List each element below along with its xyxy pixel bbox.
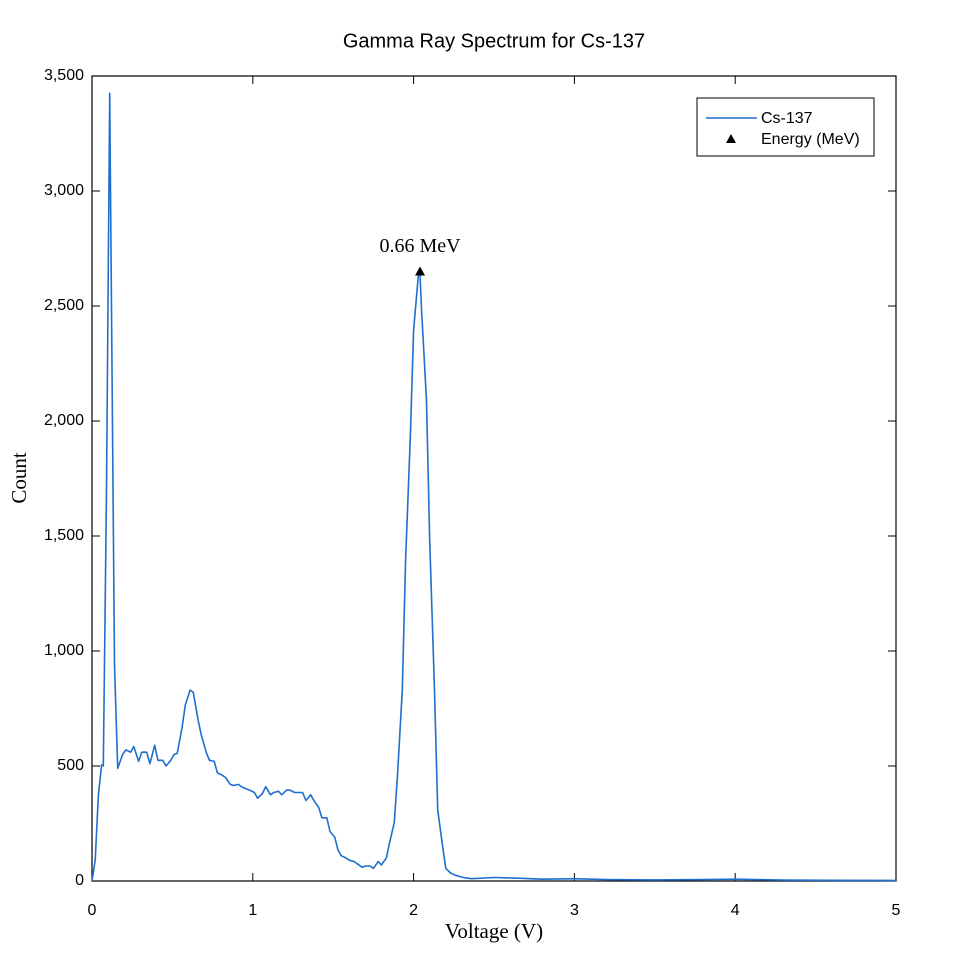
plot-frame bbox=[91, 75, 897, 882]
y-tick-label: 0 bbox=[75, 872, 84, 889]
spectrum-line bbox=[91, 92, 897, 882]
y-tick-label: 2,000 bbox=[44, 412, 84, 429]
legend-label: Energy (MeV) bbox=[761, 131, 860, 148]
legend-label: Cs-137 bbox=[761, 110, 813, 127]
legend-box bbox=[696, 97, 875, 157]
x-tick-label: 2 bbox=[409, 902, 418, 919]
y-tick-label: 500 bbox=[57, 757, 84, 774]
y-axis-label: Count bbox=[7, 452, 31, 504]
x-tick-label: 1 bbox=[248, 902, 257, 919]
peak-annotation: 0.66 MeV bbox=[379, 235, 461, 257]
x-tick-label: 3 bbox=[570, 902, 579, 919]
x-tick-label: 0 bbox=[88, 902, 97, 919]
energy-marker bbox=[415, 266, 426, 276]
x-tick-label: 4 bbox=[731, 902, 740, 919]
x-axis-label: Voltage (V) bbox=[445, 919, 543, 943]
x-tick-label: 5 bbox=[892, 902, 901, 919]
y-tick-label: 3,500 bbox=[44, 67, 84, 84]
legend-marker bbox=[726, 134, 736, 143]
chart-title: Gamma Ray Spectrum for Cs-137 bbox=[343, 30, 645, 52]
y-tick-label: 3,000 bbox=[44, 182, 84, 199]
y-tick-label: 2,500 bbox=[44, 297, 84, 314]
y-tick-label: 1,500 bbox=[44, 527, 84, 544]
y-tick-label: 1,000 bbox=[44, 642, 84, 659]
